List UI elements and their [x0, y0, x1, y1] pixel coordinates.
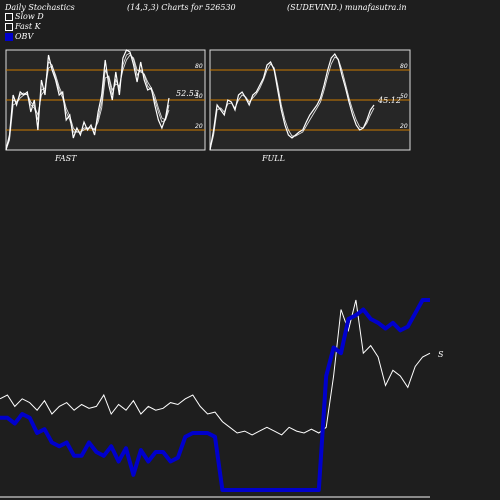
- full-level-label-20: 20: [400, 123, 408, 130]
- legend-label-slow-d: Slow D: [15, 12, 44, 21]
- full-series-line-1: [209, 52, 375, 151]
- fast-last-value-label: 52.53: [176, 89, 199, 98]
- full-level-label-80: 80: [400, 63, 408, 70]
- fast-level-label-20: 20: [195, 123, 203, 130]
- full-series-line-2: [209, 56, 375, 151]
- fast-level-label-80: 80: [195, 63, 203, 70]
- chart-params: (14,3,3) Charts for 526530: [127, 3, 236, 12]
- price-end-label: S: [438, 350, 444, 359]
- chart-source: (SUDEVIND.) munafasutra.in: [287, 3, 407, 12]
- full-last-value-label: 45.12: [377, 96, 401, 105]
- fast-level-label-50: 50: [195, 93, 203, 100]
- full-level-label-50: 50: [400, 93, 408, 100]
- legend-swatch-slow-d: [5, 13, 13, 21]
- obv-line: [0, 298, 430, 492]
- legend-obv: OBV: [5, 32, 33, 41]
- legend-label-fast-k: Fast K: [15, 22, 41, 31]
- legend-swatch-obv: [5, 33, 13, 41]
- legend-swatch-fast-k: [5, 23, 13, 31]
- legend-fast-k: Fast K: [5, 22, 41, 31]
- full-panel-label: FULL: [262, 154, 285, 163]
- chart-title: Daily Stochastics: [5, 3, 75, 12]
- legend-label-obv: OBV: [15, 32, 34, 41]
- legend-slow-d: Slow D: [5, 12, 44, 21]
- price-line: [0, 299, 431, 436]
- fast-panel-label: FAST: [55, 154, 77, 163]
- fast-series-line-3: [5, 54, 170, 151]
